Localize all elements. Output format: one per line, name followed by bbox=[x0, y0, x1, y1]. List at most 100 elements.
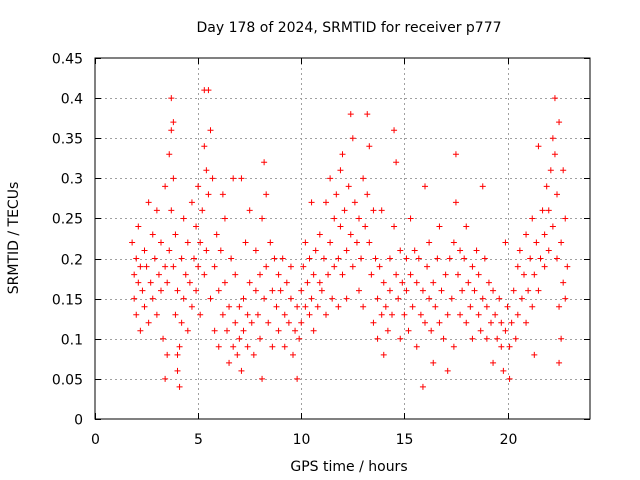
data-point bbox=[455, 271, 461, 278]
data-point bbox=[246, 279, 253, 286]
y-tick-label: 0.4 bbox=[61, 92, 83, 108]
data-point bbox=[448, 295, 455, 302]
data-point bbox=[296, 335, 303, 342]
data-point bbox=[426, 239, 433, 246]
data-point bbox=[147, 279, 154, 286]
data-point bbox=[257, 335, 263, 342]
data-point bbox=[374, 295, 381, 302]
plot-frame bbox=[94, 57, 591, 420]
data-point bbox=[188, 303, 195, 310]
data-point bbox=[308, 199, 315, 206]
data-point bbox=[551, 95, 558, 102]
data-point bbox=[178, 255, 185, 262]
data-point bbox=[483, 303, 490, 310]
data-point bbox=[465, 279, 472, 286]
data-point bbox=[356, 287, 362, 294]
data-point bbox=[401, 311, 408, 318]
data-point bbox=[556, 359, 563, 366]
data-point bbox=[419, 287, 426, 294]
data-point bbox=[471, 287, 478, 294]
data-point bbox=[306, 255, 313, 262]
data-point bbox=[180, 295, 187, 302]
data-point bbox=[145, 199, 152, 206]
data-point bbox=[556, 119, 563, 126]
data-point bbox=[254, 311, 261, 318]
data-point bbox=[310, 327, 317, 334]
data-point bbox=[514, 263, 521, 270]
data-point bbox=[302, 303, 309, 310]
data-point bbox=[191, 255, 197, 262]
data-point bbox=[391, 223, 398, 230]
data-point bbox=[535, 143, 542, 150]
data-point bbox=[209, 175, 216, 182]
data-point bbox=[236, 335, 243, 342]
data-point bbox=[213, 231, 220, 238]
data-point bbox=[176, 383, 183, 390]
data-point bbox=[438, 287, 445, 294]
data-point bbox=[316, 279, 323, 286]
data-point bbox=[564, 263, 571, 270]
data-point bbox=[323, 311, 329, 318]
data-point bbox=[469, 263, 476, 270]
data-point bbox=[182, 271, 189, 278]
data-point bbox=[409, 303, 416, 310]
data-point bbox=[176, 343, 183, 350]
data-point bbox=[158, 287, 164, 294]
data-point bbox=[240, 327, 247, 334]
data-point bbox=[261, 295, 268, 302]
data-point bbox=[221, 215, 228, 222]
data-point bbox=[312, 247, 319, 254]
data-point bbox=[335, 255, 342, 262]
x-tick-label: 20 bbox=[500, 432, 518, 448]
data-point bbox=[549, 223, 556, 230]
data-point bbox=[523, 231, 530, 238]
data-point bbox=[490, 287, 497, 294]
data-point bbox=[545, 247, 552, 254]
data-point bbox=[459, 287, 466, 294]
data-point bbox=[310, 271, 317, 278]
y-tick-label: 0.2 bbox=[61, 253, 83, 269]
data-point bbox=[294, 303, 301, 310]
data-point bbox=[502, 327, 509, 334]
data-point bbox=[238, 175, 245, 182]
data-point bbox=[333, 191, 340, 198]
data-point bbox=[172, 231, 179, 238]
data-point bbox=[287, 263, 294, 270]
data-point bbox=[259, 215, 266, 222]
data-point bbox=[174, 287, 181, 294]
data-point bbox=[496, 295, 503, 302]
y-tick-label: 0.05 bbox=[52, 373, 83, 389]
data-point bbox=[345, 183, 352, 190]
data-point bbox=[184, 239, 191, 246]
data-point bbox=[393, 271, 400, 278]
data-point bbox=[549, 135, 556, 142]
data-point bbox=[238, 367, 245, 374]
data-point bbox=[304, 279, 311, 286]
data-point bbox=[419, 383, 426, 390]
data-point bbox=[133, 255, 140, 262]
data-point bbox=[339, 151, 346, 158]
data-point bbox=[545, 207, 552, 214]
data-point bbox=[366, 143, 373, 150]
data-point bbox=[269, 287, 276, 294]
x-tick-labels: 0 5 10 15 20 bbox=[91, 432, 517, 448]
data-point bbox=[444, 367, 451, 374]
data-point bbox=[294, 375, 301, 382]
data-point bbox=[244, 343, 251, 350]
data-point bbox=[168, 207, 175, 214]
data-point bbox=[265, 319, 272, 326]
data-point bbox=[131, 295, 138, 302]
data-point bbox=[386, 255, 393, 262]
data-point bbox=[162, 183, 169, 190]
data-point bbox=[529, 215, 536, 222]
data-point bbox=[467, 303, 474, 310]
data-point bbox=[232, 319, 239, 326]
data-point bbox=[422, 319, 428, 326]
data-point bbox=[562, 215, 569, 222]
data-point bbox=[434, 255, 441, 262]
y-tick-label: 0.3 bbox=[61, 172, 83, 188]
data-point bbox=[539, 207, 546, 214]
data-point bbox=[215, 287, 222, 294]
data-point bbox=[168, 95, 175, 102]
data-point bbox=[430, 279, 437, 286]
